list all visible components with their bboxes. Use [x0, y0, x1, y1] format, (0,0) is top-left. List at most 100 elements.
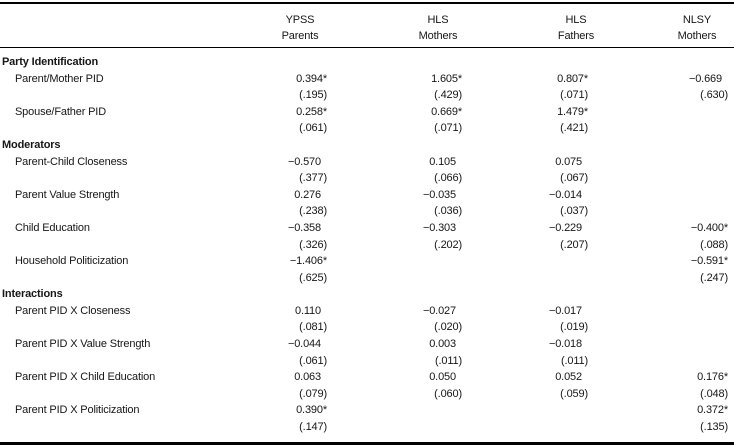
coef-cell: −0.669 [688, 72, 722, 85]
se-cell: (.036) [434, 205, 462, 218]
table-row-se: (.326) (.202) (.207) (.088) [0, 236, 734, 253]
section-row: Interactions [0, 286, 734, 303]
se-cell: (.071) [434, 122, 462, 135]
coef-cell: −0.303 [422, 221, 456, 234]
section-title: Interactions [2, 288, 63, 301]
coef-cell: 0.807* [557, 72, 588, 85]
coef-cell: −0.014 [548, 188, 582, 201]
coef-cell: 0.372* [697, 404, 728, 417]
table-row-se: (.377) (.066) (.067) [0, 170, 734, 187]
column-header-nlsy-mothers: NLSY Mothers [678, 12, 717, 44]
se-cell: (.067) [560, 172, 588, 185]
se-cell: (.061) [299, 354, 327, 367]
se-cell: (.238) [299, 205, 327, 218]
coef-cell: −0.027 [422, 304, 456, 317]
section-title: Moderators [2, 138, 61, 151]
coef-cell: 0.105 [429, 155, 456, 168]
coef-cell: 0.176* [697, 371, 728, 384]
row-label: Parent-Child Closeness [15, 155, 128, 168]
row-label: Parent/Mother PID [15, 72, 104, 85]
se-cell: (.071) [560, 89, 588, 102]
se-cell: (.011) [560, 354, 588, 367]
se-cell: (.147) [299, 421, 327, 434]
coef-cell: 1.605* [431, 72, 462, 85]
table-row-se: (.079) (.060) (.059) (.048) [0, 386, 734, 403]
se-cell: (.081) [299, 321, 327, 334]
coef-cell: 0.063 [294, 371, 321, 384]
coef-cell: 1.479* [557, 105, 588, 118]
se-cell: (.625) [299, 271, 327, 284]
row-label: Child Education [15, 221, 90, 234]
coef-cell: 0.394* [296, 72, 327, 85]
coef-cell: −0.018 [548, 338, 582, 351]
table-bottom-rule [0, 441, 734, 445]
table-row-se: (.238) (.036) (.037) [0, 203, 734, 220]
coef-cell: −0.400* [690, 221, 728, 234]
row-label: Household Politicization [15, 255, 129, 268]
section-row: Party Identification [0, 54, 734, 71]
se-cell: (.326) [299, 238, 327, 251]
table-row-se: (.147) (.135) [0, 419, 734, 436]
coef-cell: 0.110 [295, 304, 321, 317]
se-cell: (.135) [700, 421, 728, 434]
table-row-coef: Parent-Child Closeness −0.570 0.105 0.07… [0, 153, 734, 170]
se-cell: (.195) [299, 89, 327, 102]
se-cell: (.048) [700, 387, 728, 400]
column-header-line1: YPSS [285, 13, 315, 26]
column-header-line2: Mothers [418, 29, 458, 42]
column-header-line1: HLS [427, 13, 449, 26]
coef-cell: 0.390* [296, 404, 327, 417]
row-label: Parent PID X Closeness [15, 304, 131, 317]
se-cell: (.060) [434, 387, 462, 400]
row-label: Spouse/Father PID [15, 105, 106, 118]
coef-cell: −1.406* [289, 255, 327, 268]
column-header-hls-fathers: HLS Fathers [558, 12, 594, 44]
table-row-coef: Child Education −0.358 −0.303 −0.229 −0.… [0, 220, 734, 237]
row-label: Parent Value Strength [15, 188, 120, 201]
se-cell: (.061) [299, 122, 327, 135]
table-row-se: (.625) (.247) [0, 269, 734, 286]
table-row-coef: Parent/Mother PID 0.394* 1.605* 0.807* −… [0, 70, 734, 87]
se-cell: (.630) [700, 89, 728, 102]
table-row-coef: Parent Value Strength 0.276 −0.035 −0.01… [0, 186, 734, 203]
se-cell: (.079) [299, 387, 327, 400]
table-body: Party Identification Parent/Mother PID 0… [0, 54, 734, 436]
se-cell: (.247) [700, 271, 728, 284]
table-row-se: (.061) (.071) (.421) [0, 120, 734, 137]
section-title: Party Identification [2, 55, 99, 68]
coef-cell: −0.570 [287, 155, 321, 168]
table-row-se: (.061) (.011) (.011) [0, 352, 734, 369]
coef-cell: 0.050 [429, 371, 456, 384]
coef-cell: −0.229 [548, 221, 582, 234]
coef-cell: −0.044 [287, 338, 321, 351]
coef-cell: −0.035 [422, 188, 456, 201]
table-header: YPSS Parents HLS Mothers HLS Fathers NLS… [0, 0, 734, 46]
column-header-ypss-parents: YPSS Parents [282, 12, 319, 44]
se-cell: (.019) [560, 321, 588, 334]
column-header-line2: Fathers [557, 29, 595, 42]
coef-cell: −0.358 [287, 221, 321, 234]
se-cell: (.207) [560, 238, 588, 251]
coef-cell: 0.276 [294, 188, 321, 201]
section-row: Moderators [0, 137, 734, 154]
se-cell: (.088) [700, 238, 728, 251]
table-row-coef: Spouse/Father PID 0.258* 0.669* 1.479* [0, 103, 734, 120]
column-header-line2: Parents [281, 29, 319, 42]
se-cell: (.377) [299, 172, 327, 185]
table-row-coef: Parent PID X Politicization 0.390* 0.372… [0, 402, 734, 419]
coef-cell: −0.017 [548, 304, 582, 317]
row-label: Parent PID X Value Strength [15, 338, 151, 351]
table-row-se: (.195) (.429) (.071) (.630) [0, 87, 734, 104]
table-row-coef: Household Politicization −1.406* −0.591* [0, 253, 734, 270]
se-cell: (.037) [560, 205, 588, 218]
table-top-rule [0, 2, 734, 5]
row-label: Parent PID X Politicization [15, 404, 140, 417]
se-cell: (.421) [560, 122, 588, 135]
table-header-rule [0, 46, 734, 48]
coef-cell: −0.591* [690, 255, 728, 268]
column-header-hls-mothers: HLS Mothers [419, 12, 458, 44]
table-row-coef: Parent PID X Value Strength −0.044 0.003… [0, 336, 734, 353]
table-row-se: (.081) (.020) (.019) [0, 319, 734, 336]
se-cell: (.202) [434, 238, 462, 251]
se-cell: (.429) [434, 89, 462, 102]
